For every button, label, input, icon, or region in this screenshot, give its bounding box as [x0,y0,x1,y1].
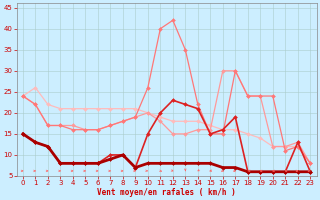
X-axis label: Vent moyen/en rafales ( km/h ): Vent moyen/en rafales ( km/h ) [97,188,236,197]
